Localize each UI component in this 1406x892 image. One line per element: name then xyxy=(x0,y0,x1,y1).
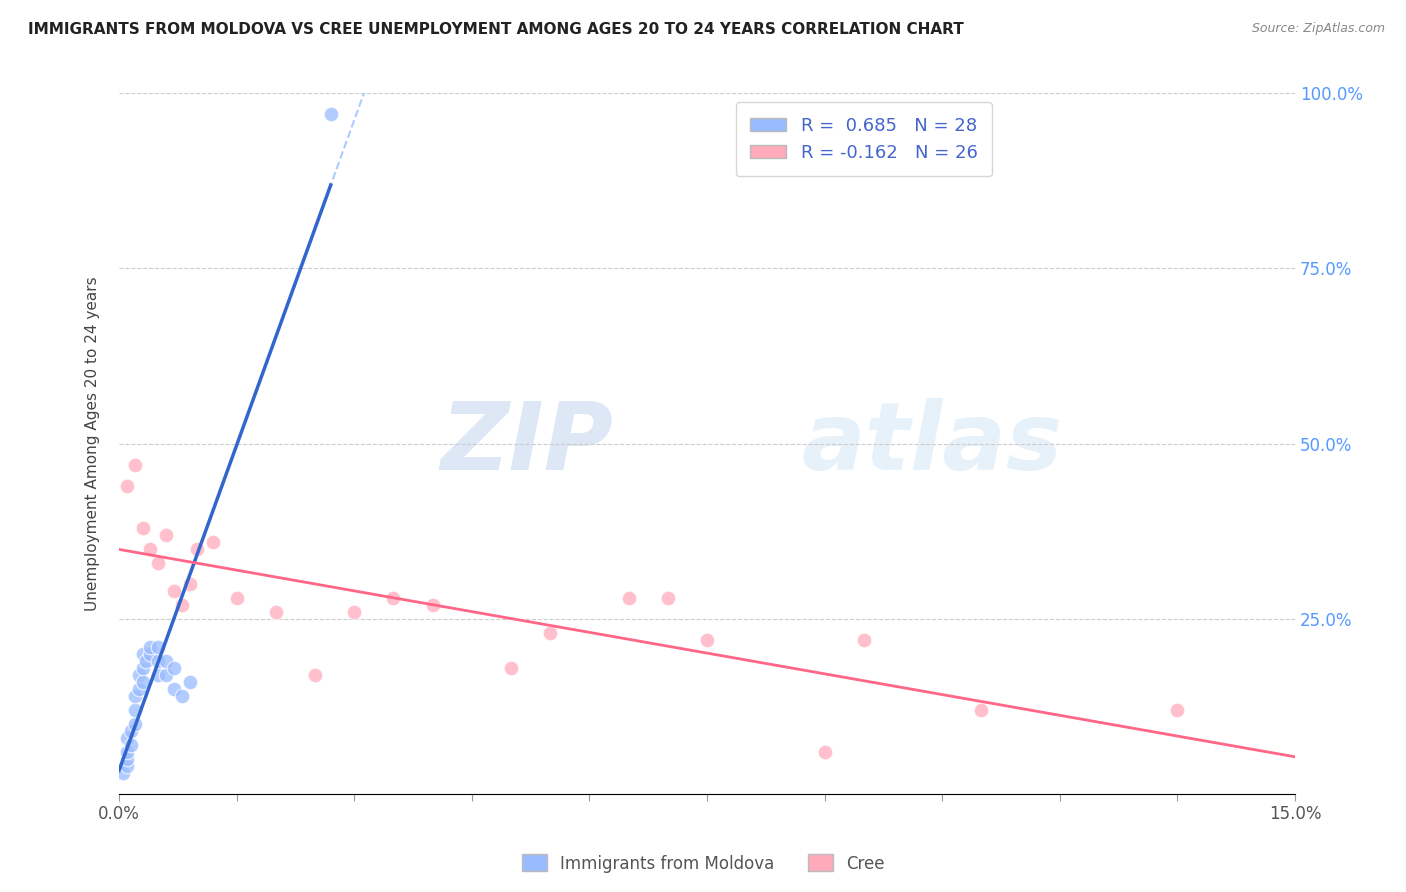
Point xyxy=(155,527,177,541)
Point xyxy=(148,556,170,570)
Point xyxy=(304,667,326,681)
Point xyxy=(343,605,366,619)
Point xyxy=(124,689,146,703)
Point xyxy=(170,689,193,703)
Point xyxy=(124,458,146,472)
Point xyxy=(155,654,177,668)
Point xyxy=(139,647,162,661)
Point xyxy=(170,598,193,612)
Point xyxy=(970,703,993,717)
Y-axis label: Unemployment Among Ages 20 to 24 years: Unemployment Among Ages 20 to 24 years xyxy=(86,277,100,611)
Point xyxy=(163,681,186,696)
Legend: R =  0.685   N = 28, R = -0.162   N = 26: R = 0.685 N = 28, R = -0.162 N = 26 xyxy=(735,103,993,177)
Point xyxy=(128,667,150,681)
Point xyxy=(115,731,138,745)
Text: Source: ZipAtlas.com: Source: ZipAtlas.com xyxy=(1251,22,1385,36)
Point xyxy=(163,660,186,674)
Point xyxy=(852,632,875,647)
Point xyxy=(319,107,342,121)
Point xyxy=(382,591,405,605)
Text: atlas: atlas xyxy=(801,398,1063,490)
Point xyxy=(617,591,640,605)
Point xyxy=(422,598,444,612)
Legend: Immigrants from Moldova, Cree: Immigrants from Moldova, Cree xyxy=(515,847,891,880)
Point xyxy=(163,583,186,598)
Point xyxy=(139,640,162,654)
Point xyxy=(131,674,153,689)
Point xyxy=(264,605,287,619)
Point xyxy=(657,591,679,605)
Point xyxy=(186,541,208,556)
Point xyxy=(115,478,138,492)
Point xyxy=(139,541,162,556)
Point xyxy=(179,674,201,689)
Point xyxy=(115,745,138,759)
Point xyxy=(131,660,153,674)
Point xyxy=(124,716,146,731)
Text: IMMIGRANTS FROM MOLDOVA VS CREE UNEMPLOYMENT AMONG AGES 20 TO 24 YEARS CORRELATI: IMMIGRANTS FROM MOLDOVA VS CREE UNEMPLOY… xyxy=(28,22,965,37)
Point xyxy=(128,681,150,696)
Point xyxy=(179,576,201,591)
Point xyxy=(814,745,837,759)
Point xyxy=(155,667,177,681)
Point xyxy=(148,667,170,681)
Point xyxy=(148,654,170,668)
Point xyxy=(115,758,138,772)
Point xyxy=(148,640,170,654)
Point xyxy=(696,632,718,647)
Point xyxy=(225,591,247,605)
Point xyxy=(120,723,142,738)
Point xyxy=(120,738,142,752)
Point xyxy=(499,660,522,674)
Point xyxy=(124,703,146,717)
Point xyxy=(202,534,225,549)
Point xyxy=(538,625,561,640)
Point xyxy=(131,647,153,661)
Point xyxy=(135,654,157,668)
Point xyxy=(111,765,134,780)
Point xyxy=(115,752,138,766)
Point xyxy=(131,520,153,534)
Text: ZIP: ZIP xyxy=(440,398,613,490)
Point xyxy=(1166,703,1188,717)
